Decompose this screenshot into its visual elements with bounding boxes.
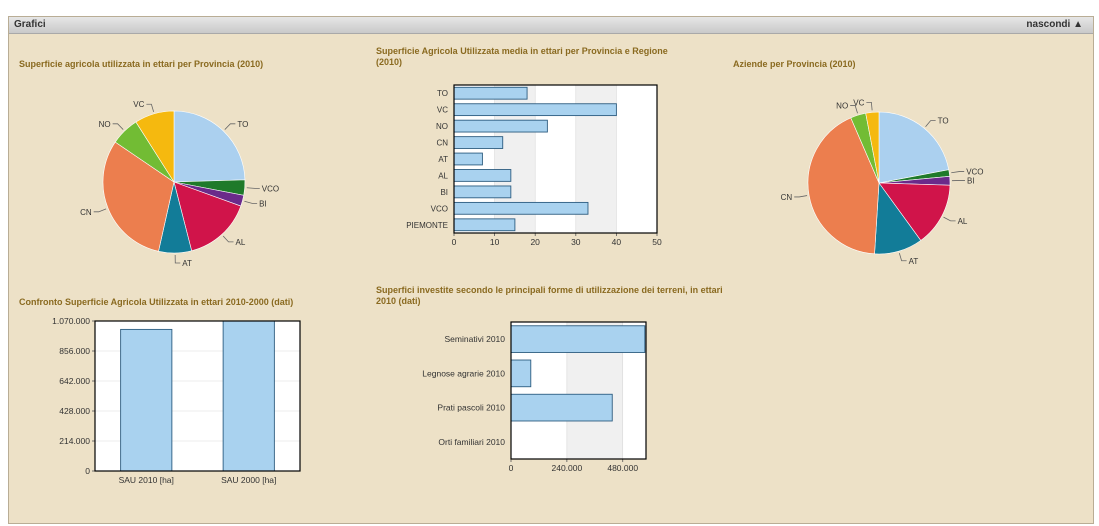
- vbar-tick-label: 856.000: [59, 346, 90, 356]
- pie1-leader-vc: [146, 103, 155, 113]
- hbar1-category-label-2: NO: [436, 122, 448, 131]
- hbar1-bar-2: [453, 119, 548, 133]
- hbar2-category-label-2: Prati pascoli 2010: [437, 403, 505, 413]
- hbar1-tick-label: 50: [652, 237, 662, 247]
- pie2-label-al: AL: [958, 217, 968, 226]
- pie2-leader-al: [943, 216, 956, 222]
- pie1-leader-vco: [246, 187, 260, 189]
- pie1-slice-al: [173, 181, 242, 252]
- vbar-title: Confronto Superficie Agricola Utilizzata…: [19, 297, 294, 307]
- pie2-leader-to: [925, 120, 936, 128]
- pie2-label-no: NO: [836, 102, 848, 111]
- hbar1-bar-6: [453, 185, 512, 199]
- hbar1-category-label-5: AL: [438, 171, 448, 180]
- pie1-label-al: AL: [236, 238, 246, 247]
- hbar2-category-label-3: Orti familiari 2010: [438, 437, 505, 447]
- pie1-title: Superficie agricola utilizzata in ettari…: [19, 59, 264, 69]
- pie1-label-to: TO: [237, 120, 248, 129]
- vbar-category-label-0: SAU 2010 [ha]: [119, 475, 174, 485]
- hbar2-tick-label: 480.000: [607, 463, 638, 473]
- vbar-category-label-1: SAU 2000 [ha]: [221, 475, 276, 485]
- pie1-label-no: NO: [99, 120, 111, 129]
- hbar1-bar-4: [453, 152, 483, 166]
- vbar-tick-label: 0: [85, 466, 90, 476]
- hbar1-tick-label: 20: [530, 237, 540, 247]
- pie1-leader-to: [224, 123, 236, 130]
- pie2-label-at: AT: [909, 257, 919, 266]
- hbar1-category-label-6: BI: [440, 188, 448, 197]
- hbar1-tick-label: 10: [490, 237, 500, 247]
- hbar2-bar-2: [510, 393, 613, 422]
- pie2-slice-to: [878, 111, 950, 184]
- pie2-title: Aziende per Provincia (2010): [733, 59, 856, 69]
- vbar-tick-label: 642.000: [59, 376, 90, 386]
- pie2-label-cn: CN: [781, 193, 793, 202]
- pie2-leader-vco: [951, 171, 965, 174]
- pie1-label-vco: VCO: [262, 184, 279, 193]
- hbar2-tick-label: 0: [509, 463, 514, 473]
- hbar2-category-label-0: Seminativi 2010: [445, 334, 506, 344]
- charts-panel: Grafici nascondi ▲ Superficie agricola u…: [8, 16, 1094, 524]
- vbar-bar-0: [120, 328, 173, 472]
- pie1-leader-al: [222, 235, 234, 243]
- vbar-bar-1: [222, 320, 275, 472]
- pie1-slice-cn: [102, 141, 175, 252]
- pie1-slice-to: [173, 110, 246, 183]
- hbar1-bar-5: [453, 169, 512, 182]
- pie2-label-to: TO: [938, 117, 949, 126]
- pie1-leader-no: [112, 123, 124, 130]
- pie1-slice-vc: [135, 110, 175, 184]
- hbar1-category-label-0: TO: [437, 89, 448, 98]
- hbar1-tick-label: 40: [612, 237, 622, 247]
- pie1-leader-at: [174, 254, 181, 264]
- hbar2-bar-0: [510, 325, 646, 353]
- hbar1-bar-0: [453, 86, 528, 100]
- hbar2-category-label-1: Legnose agrarie 2010: [422, 368, 505, 378]
- pie1-label-bi: BI: [259, 199, 267, 208]
- panel-title: Grafici: [14, 19, 46, 30]
- pie2-leader-no: [850, 105, 858, 114]
- hbar1-bar-8: [453, 218, 516, 232]
- vbar-tick-label: 214.000: [59, 436, 90, 446]
- hbar2-bar-1: [510, 359, 532, 388]
- pie2-leader-vc: [866, 101, 873, 111]
- hbar1-bar-3: [453, 136, 504, 149]
- pie1-label-cn: CN: [80, 208, 92, 217]
- vbar-tick-label: 428.000: [59, 406, 90, 416]
- hbar1-bar-1: [453, 103, 617, 117]
- hbar1-tick-label: 30: [571, 237, 581, 247]
- pie2-slice-al: [878, 182, 951, 241]
- pie1-label-vc: VC: [133, 100, 144, 109]
- hbar1-category-label-7: VCO: [431, 204, 448, 213]
- vbar-plot-border: [94, 320, 301, 472]
- pie2-leader-cn: [794, 195, 808, 198]
- pie1-label-at: AT: [182, 259, 192, 268]
- hbar1-category-label-1: VC: [437, 106, 448, 115]
- hbar2-tick-label: 240.000: [551, 463, 582, 473]
- pie2-label-bi: BI: [967, 176, 975, 185]
- hbar1-category-label-3: CN: [436, 139, 448, 148]
- hbar2-title: Superfici investite secondo le principal…: [376, 285, 723, 306]
- hbar1-tick-label: 0: [452, 237, 457, 247]
- hbar1-bar-7: [453, 201, 589, 215]
- hbar1-title: Superficie Agricola Utilizzata media in …: [376, 46, 668, 67]
- pie2-label-vco: VCO: [966, 168, 983, 177]
- pie2-label-vc: VC: [853, 98, 864, 107]
- hbar1-category-label-4: AT: [438, 155, 448, 164]
- panel-header: Grafici nascondi ▲: [9, 17, 1093, 34]
- pie2-slice-vc: [865, 111, 880, 184]
- pie1-leader-cn: [93, 208, 107, 213]
- pie2-slice-cn: [807, 117, 880, 255]
- hbar1-category-label-8: PIEMONTE: [406, 221, 448, 230]
- pie2-leader-at: [898, 252, 907, 262]
- hbar2-plot-border: [510, 321, 647, 460]
- hbar1-plot-border: [453, 84, 658, 234]
- hide-button[interactable]: nascondi ▲: [1026, 19, 1083, 30]
- vbar-tick-label: 1.070.000: [52, 316, 90, 326]
- pie1-leader-bi: [244, 200, 258, 204]
